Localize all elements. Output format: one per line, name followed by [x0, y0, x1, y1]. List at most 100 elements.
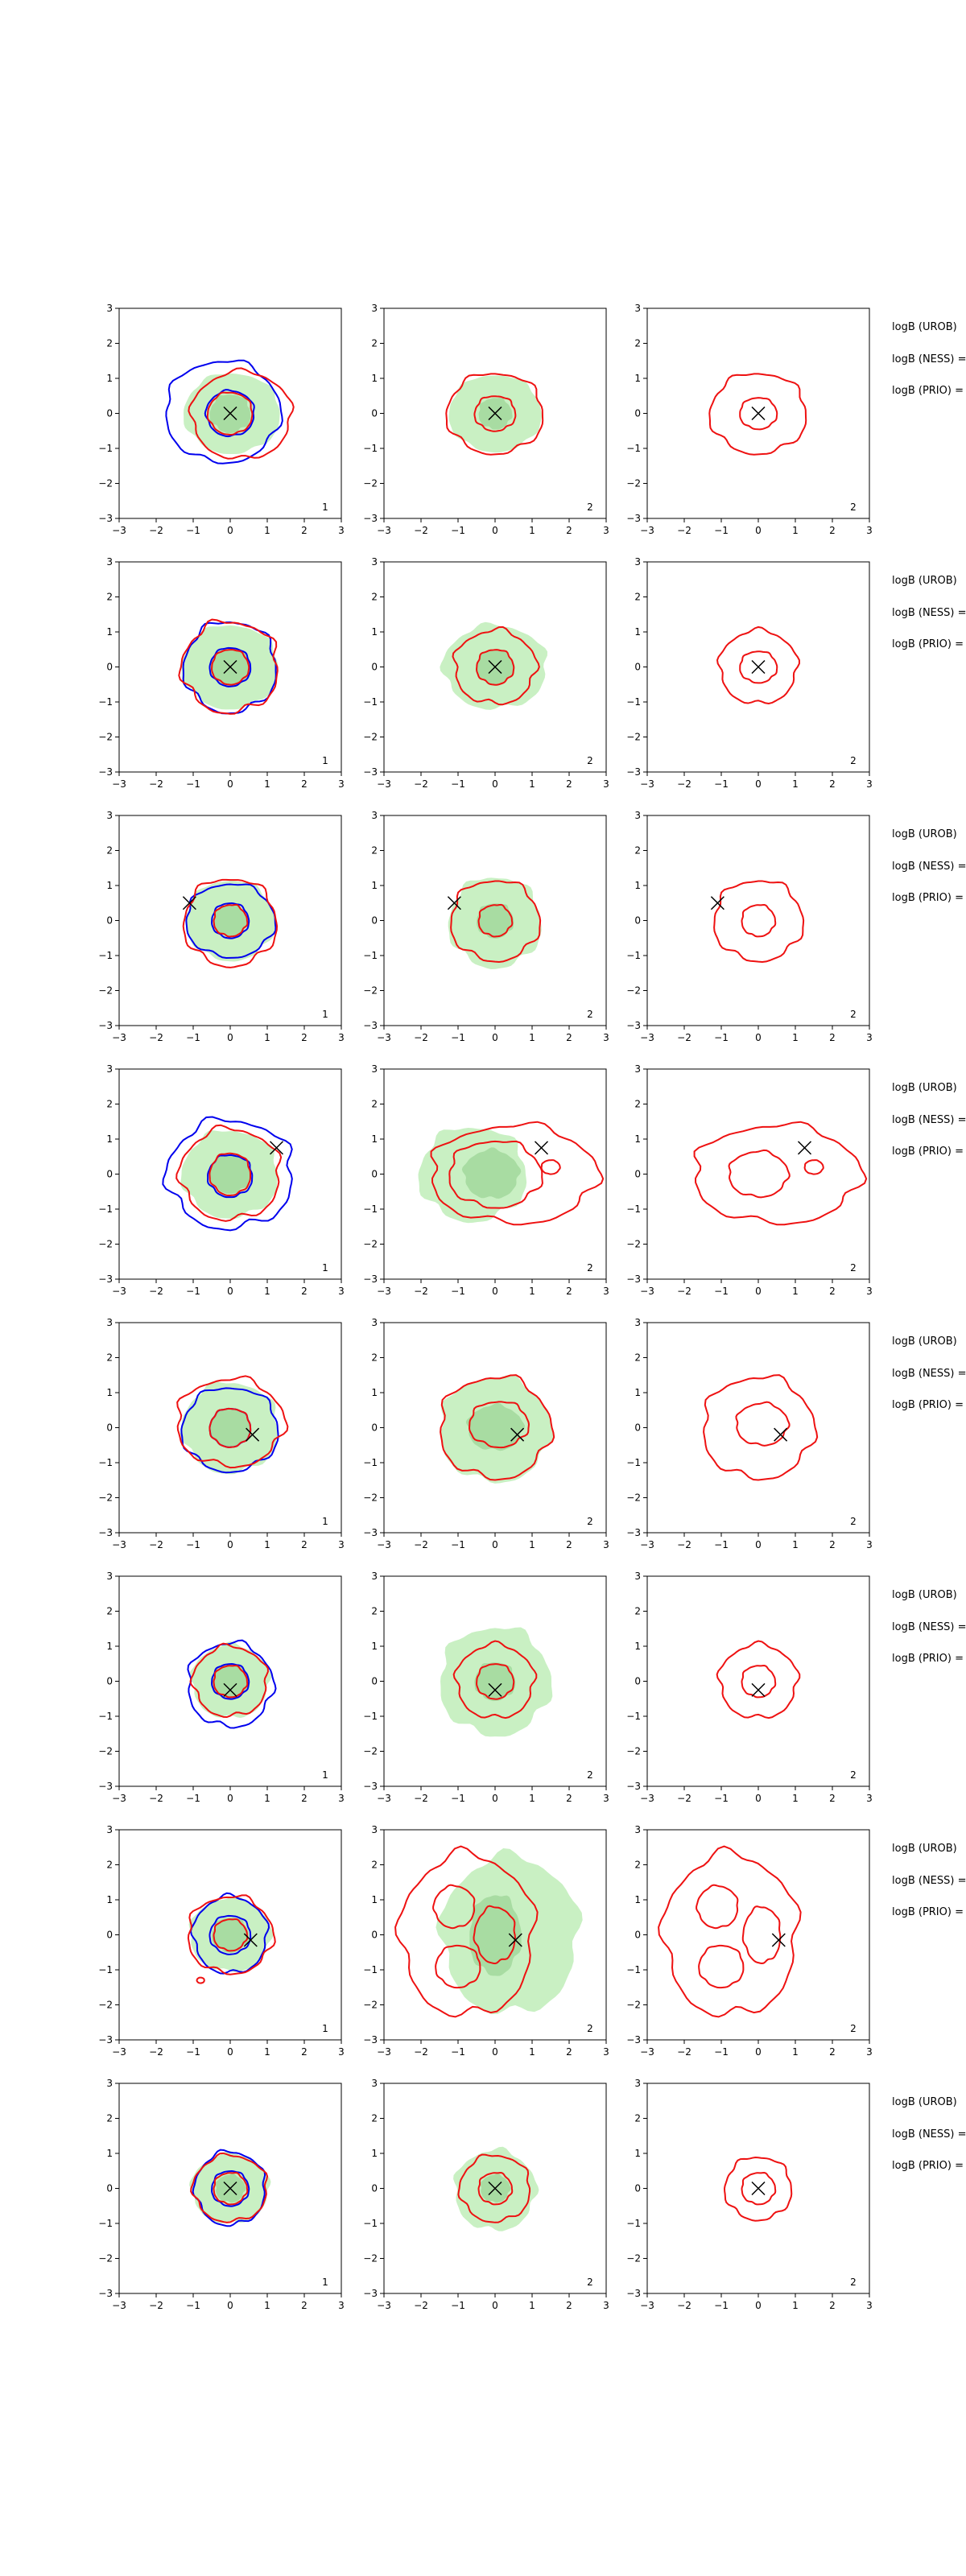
y-tick-label: −3: [626, 2288, 641, 2299]
panel-r2-c2: −3 −2 −1 0 1 2 3 −3 −2 −1 0 1 2 3 2: [363, 556, 609, 790]
red-contour: [213, 2172, 249, 2206]
x-tick-label: −2: [677, 2046, 691, 2058]
panel-r5-c3: −3 −2 −1 0 1 2 3 −3 −2 −1 0 1 2 3 2: [626, 1317, 873, 1550]
x-tick-label: 1: [792, 525, 799, 536]
x-tick-label: 3: [603, 1286, 609, 1297]
x-marker: [488, 659, 502, 675]
x-tick-label: −3: [640, 1032, 654, 1043]
y-tick-label: 3: [634, 1317, 641, 1328]
x-tick-label: −3: [377, 778, 391, 790]
x-tick-label: 2: [566, 1793, 572, 1804]
x-tick-label: 3: [338, 778, 345, 790]
x-tick-label: 2: [301, 1286, 308, 1297]
side-label: logB (NESS) =: [892, 1114, 966, 1126]
x-tick-label: −2: [414, 778, 428, 790]
x-marker: [710, 896, 724, 910]
x-tick-label: −3: [377, 1032, 391, 1043]
blue-contour: [208, 1914, 252, 1955]
y-tick-label: −3: [363, 513, 378, 524]
x-tick-label: −1: [186, 1032, 200, 1043]
panel-label: 2: [587, 755, 593, 766]
x-tick-label: −2: [149, 1793, 163, 1804]
panel-r4-c2: −3 −2 −1 0 1 2 3 −3 −2 −1 0 1 2 3 2: [363, 1063, 609, 1297]
y-tick-label: 1: [371, 626, 378, 638]
x-tick-label: −2: [414, 2046, 428, 2058]
y-tick-label: −3: [363, 1274, 378, 1285]
x-tick-label: 2: [566, 1286, 572, 1297]
y-tick-label: 1: [106, 1894, 113, 1905]
y-tick-label: 1: [634, 1387, 641, 1398]
y-tick-label: −1: [98, 1711, 113, 1722]
y-tick-label: 2: [634, 845, 641, 857]
y-tick-label: 1: [106, 1133, 113, 1145]
panel-r6-c2: −3 −2 −1 0 1 2 3 −3 −2 −1 0 1 2 3 2: [363, 1571, 609, 1804]
y-tick-label: 3: [106, 303, 113, 314]
x-tick-label: −2: [149, 525, 163, 536]
blue-contour: [192, 2149, 266, 2227]
y-tick-label: 1: [634, 1894, 641, 1905]
y-tick-label: 0: [106, 1676, 113, 1687]
y-tick-label: −2: [98, 985, 113, 997]
x-tick-label: 2: [301, 1539, 308, 1550]
y-tick-label: −2: [363, 1239, 378, 1250]
axes-frame: [646, 1829, 870, 2041]
y-tick-label: 3: [371, 1824, 378, 1835]
red-contour: [739, 650, 778, 684]
x-tick-label: 0: [492, 1032, 498, 1043]
x-tick-label: 3: [338, 525, 345, 536]
panel-label: 2: [850, 2023, 857, 2034]
x-tick-label: 2: [829, 1539, 836, 1550]
y-tick-label: 0: [371, 1169, 378, 1180]
y-tick-label: −1: [363, 1457, 378, 1468]
x-tick-label: −2: [414, 1539, 428, 1550]
y-tick-label: −3: [626, 1527, 641, 1538]
side-label: logB (PRIO) =: [892, 892, 964, 904]
x-tick-label: −2: [677, 1539, 691, 1550]
x-tick-label: −1: [186, 2046, 200, 2058]
blue-contour: [187, 1639, 277, 1729]
x-marker: [488, 1682, 502, 1697]
y-tick-label: −1: [98, 1457, 113, 1468]
panel-r6-c1: −3 −2 −1 0 1 2 3 −3 −2 −1 0 1 2 3 1: [98, 1571, 345, 1804]
x-tick-label: 3: [866, 1286, 873, 1297]
reference-fill-region: [213, 904, 248, 937]
x-tick-label: 0: [492, 2046, 498, 2058]
x-tick-label: 3: [866, 2300, 873, 2311]
x-tick-label: 3: [603, 1793, 609, 1804]
y-tick-label: −3: [363, 2288, 378, 2299]
red-contour: [175, 1124, 283, 1222]
y-tick-label: 3: [106, 556, 113, 568]
side-label: logB (UROB): [892, 1335, 957, 1348]
x-tick-label: 1: [264, 1032, 270, 1043]
y-tick-label: 0: [634, 662, 641, 673]
x-tick-label: 0: [227, 778, 233, 790]
y-tick-label: −3: [626, 2034, 641, 2046]
x-tick-label: −1: [186, 1793, 200, 1804]
x-tick-label: 2: [829, 525, 836, 536]
y-tick-label: −3: [98, 1020, 113, 1031]
y-tick-label: 3: [371, 1317, 378, 1328]
reference-fill-region: [211, 1918, 250, 1953]
x-tick-label: −3: [377, 2300, 391, 2311]
x-tick-label: 2: [829, 1793, 836, 1804]
y-tick-label: −2: [98, 1746, 113, 1757]
panel-label: 2: [587, 1262, 593, 1274]
x-tick-label: 1: [529, 1286, 535, 1297]
x-tick-label: −3: [640, 2300, 654, 2311]
y-tick-label: 2: [106, 338, 113, 349]
y-tick-label: −1: [626, 2218, 641, 2229]
y-tick-label: 3: [106, 1571, 113, 1582]
panel-r1-c2: −3 −2 −1 0 1 2 3 −3 −2 −1 0 1 2 3 2: [363, 303, 609, 536]
blue-contour: [211, 902, 250, 939]
x-tick-label: 0: [227, 525, 233, 536]
red-contour: [696, 1884, 739, 1930]
x-tick-label: −2: [677, 778, 691, 790]
x-tick-label: 2: [301, 778, 308, 790]
y-tick-label: 1: [634, 880, 641, 891]
y-tick-label: −3: [363, 1781, 378, 1792]
x-tick-label: 0: [492, 525, 498, 536]
x-tick-label: 3: [866, 778, 873, 790]
x-tick-label: 3: [866, 1539, 873, 1550]
x-tick-label: 3: [603, 1539, 609, 1550]
x-tick-label: −1: [186, 778, 200, 790]
